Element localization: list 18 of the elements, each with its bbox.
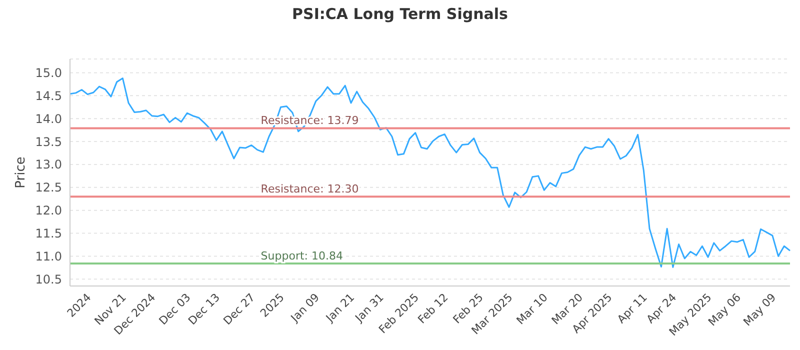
x-tick-label: Jan 09	[288, 290, 322, 326]
ref-line-label: Resistance: 12.30	[260, 182, 359, 196]
y-tick-label: 11.5	[35, 226, 62, 241]
x-tick-label: Mar 10	[514, 290, 550, 328]
line-series	[69, 78, 791, 268]
y-tick-label: 14.5	[35, 88, 62, 103]
y-tick-label: 13.5	[35, 134, 62, 149]
y-tick-label: 11.0	[35, 249, 62, 264]
y-axis-title: Price	[14, 156, 29, 188]
y-tick-label: 12.0	[35, 204, 62, 218]
y-tick-label: 13.0	[35, 158, 62, 172]
y-tick-label: 14.0	[35, 112, 62, 126]
y-tick-label: 10.5	[35, 272, 62, 286]
x-tick-label: Dec 27	[220, 290, 258, 328]
y-tick-label: 15.0	[35, 66, 62, 80]
chart-title: PSI:CA Long Term Signals	[291, 5, 509, 23]
y-tick-label: 12.5	[35, 180, 62, 195]
ref-line-label: Support: 10.84	[260, 250, 343, 263]
